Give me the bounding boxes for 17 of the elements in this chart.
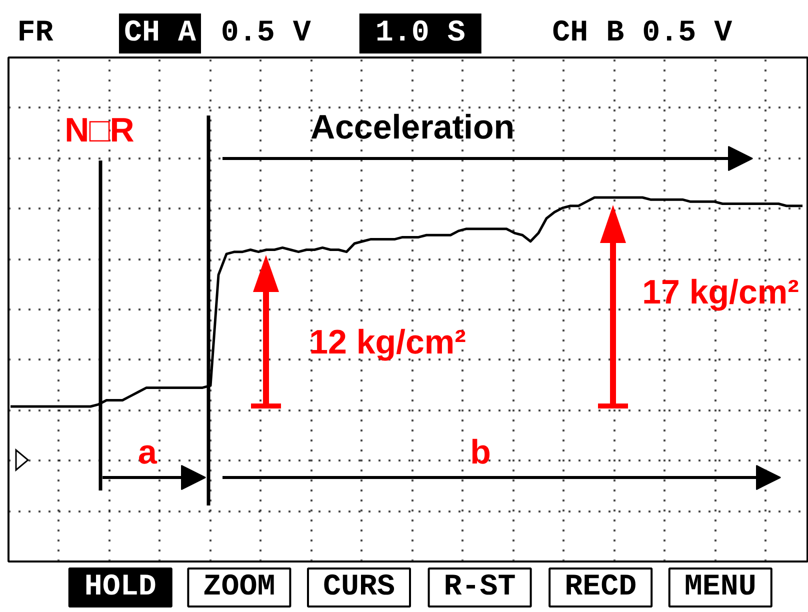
text: RECD [564,570,637,604]
text: Acceleration [310,108,515,146]
text: CURS [322,570,396,604]
text: MENU [684,570,756,604]
text: CH A [124,16,196,50]
text: CH B 0.5 V [552,16,732,50]
text: HOLD [84,570,156,604]
text: 0.5 V [220,16,311,50]
text: ZOOM [203,570,276,604]
text: b [470,434,491,472]
annotation: 17 kg/cm² [642,274,799,312]
text: a [138,434,158,472]
text: N□R [64,112,134,150]
annotation: 12 kg/cm² [309,324,466,362]
text: R-ST [444,570,516,604]
text: 1.0 S [375,16,466,50]
text: FR [17,16,54,50]
